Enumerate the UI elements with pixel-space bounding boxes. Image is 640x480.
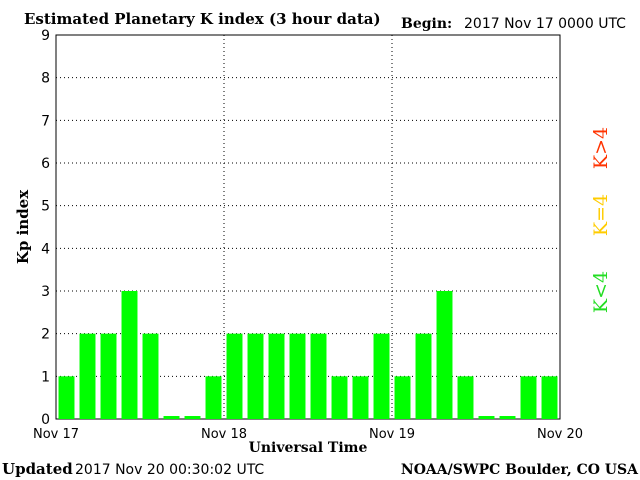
y-tick-label: 5: [41, 199, 50, 215]
kp-bar: [100, 333, 117, 419]
kp-bar: [289, 333, 306, 419]
kp-bar: [268, 333, 285, 419]
kp-bar: [499, 416, 516, 419]
x-tick-label: Nov 19: [369, 427, 415, 442]
kp-bar: [331, 376, 348, 419]
updated-label: Updated: [2, 460, 73, 478]
y-axis-label: Kp index: [14, 189, 32, 264]
x-tick-label: Nov 20: [537, 427, 583, 442]
plot-area: [55, 34, 561, 420]
kp-bar: [436, 291, 453, 419]
kp-bar: [310, 333, 327, 419]
kp-bar: [142, 333, 159, 419]
begin-value: 2017 Nov 17 0000 UTC: [464, 16, 626, 32]
kp-bar: [226, 333, 243, 419]
y-tick-label: 6: [41, 156, 50, 172]
kp-bar: [58, 376, 75, 419]
legend-k-equal-4: K=4: [590, 194, 612, 236]
kp-bar: [415, 333, 432, 419]
kp-bar: [457, 376, 474, 419]
legend-k-greater-4: K>4: [590, 127, 612, 169]
credit-text: NOAA/SWPC Boulder, CO USA: [401, 462, 639, 478]
x-tick-label: Nov 18: [201, 427, 247, 442]
begin-label: Begin:: [401, 16, 452, 32]
updated-value: 2017 Nov 20 00:30:02 UTC: [75, 462, 264, 478]
grid-lines: [56, 35, 560, 419]
kp-bar: [352, 376, 369, 419]
kp-bar: [247, 333, 264, 419]
kp-bar: [520, 376, 537, 419]
x-axis-label: Universal Time: [249, 440, 368, 456]
kp-bar: [205, 376, 222, 419]
y-tick-labels: 0 1 2 3 4 5 6 7 8 9: [41, 28, 50, 428]
chart-title: Estimated Planetary K index (3 hour data…: [24, 10, 381, 28]
kp-bar: [373, 333, 390, 419]
kp-bar: [541, 376, 558, 419]
kp-bar: [121, 291, 138, 419]
bars: [58, 291, 558, 419]
kp-bar: [394, 376, 411, 419]
x-tick-label: Nov 17: [33, 427, 79, 442]
y-tick-label: 0: [41, 412, 50, 428]
x-tick-labels: Nov 17 Nov 18 Nov 19 Nov 20: [33, 427, 583, 442]
kp-bar: [163, 416, 180, 419]
kp-bar: [478, 416, 495, 419]
y-tick-label: 2: [41, 327, 50, 343]
kp-bar: [184, 416, 201, 419]
y-tick-label: 8: [41, 71, 50, 87]
y-tick-label: 1: [41, 369, 50, 385]
y-tick-label: 7: [41, 113, 50, 129]
y-tick-label: 4: [41, 241, 50, 257]
y-tick-label: 9: [41, 28, 50, 44]
legend-k-less-4: K<4: [590, 271, 612, 313]
kp-bar: [79, 333, 96, 419]
y-tick-label: 3: [41, 284, 50, 300]
